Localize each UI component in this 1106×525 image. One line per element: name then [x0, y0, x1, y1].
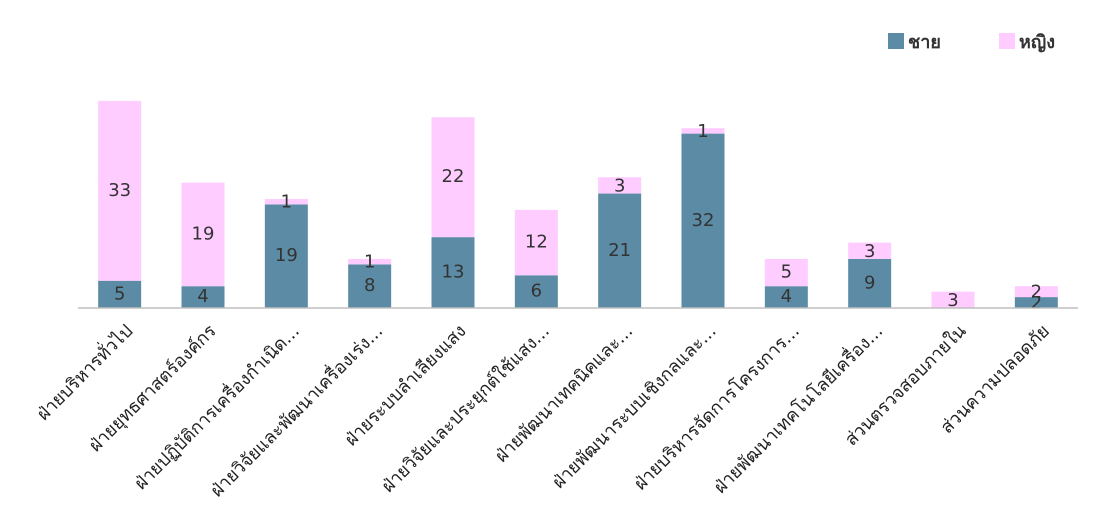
- bar-female: [848, 242, 892, 259]
- data-label: 4: [781, 286, 792, 307]
- legend-swatch: [999, 33, 1015, 49]
- data-label: 12: [525, 232, 548, 253]
- x-tick-label: ฝ่ายวิจัยและพัฒนาเครื่องเร่ง...: [204, 319, 387, 502]
- data-label: 13: [442, 262, 465, 283]
- bar-female: [514, 209, 558, 276]
- legend-swatch: [888, 33, 904, 49]
- data-label: 5: [781, 262, 792, 283]
- x-tick-label: ฝ่ายพัฒนาเทคโนโลยีเครื่อง...: [708, 319, 887, 498]
- data-label: 21: [608, 240, 631, 261]
- data-label: 6: [531, 281, 542, 302]
- data-label: 1: [364, 252, 375, 273]
- data-label: 5: [114, 283, 125, 304]
- bar-male: [764, 286, 808, 308]
- data-label: 4: [197, 286, 208, 307]
- x-tick-labels: ฝ่ายบริหารทั่วไปฝ่ายยุทธศาสตร์องค์กรฝ่าย…: [31, 319, 1054, 502]
- bar-female: [764, 258, 808, 287]
- bar-male: [681, 133, 725, 308]
- data-label: 33: [108, 180, 131, 201]
- bar-female: [348, 258, 392, 265]
- data-label: 2: [1031, 293, 1042, 314]
- data-label: 3: [947, 290, 958, 311]
- data-label: 32: [692, 210, 715, 231]
- data-label: 3: [614, 175, 625, 196]
- bar-female: [931, 291, 975, 308]
- data-label: 3: [864, 241, 875, 262]
- legend: ชาย หญิง: [888, 32, 1055, 53]
- bar-male: [98, 280, 142, 308]
- legend-label: ชาย: [908, 32, 941, 53]
- x-tick-label: ฝ่ายพัฒนาเทคนิคและ...: [491, 321, 637, 467]
- bar-female: [264, 199, 308, 205]
- bar-female: [98, 100, 142, 281]
- data-label: 1: [281, 192, 292, 213]
- bar-male: [848, 258, 892, 308]
- data-label: 19: [192, 223, 215, 244]
- bar-male: [431, 237, 475, 308]
- data-label: 22: [442, 166, 465, 187]
- bar-female: [598, 177, 642, 194]
- data-label: 1: [697, 121, 708, 142]
- data-label: 9: [864, 272, 875, 293]
- data-label: 2: [1031, 282, 1042, 303]
- x-tick-label: ฝ่ายบริหารจัดการโครงการ...: [629, 320, 804, 495]
- bar-female: [681, 128, 725, 134]
- bar-female: [431, 117, 475, 238]
- bar-male: [264, 204, 308, 308]
- bar-male: [181, 286, 225, 308]
- bar-male: [1014, 297, 1058, 308]
- legend-label: หญิง: [1019, 32, 1055, 53]
- bar-male: [348, 264, 392, 308]
- x-tick-label: ฝ่ายปฏิบัติการเครื่องกำเนิด...: [128, 319, 304, 495]
- x-tick-label: ฝ่ายพัฒนาระบบเชิงกลและ...: [548, 321, 720, 493]
- data-label: 8: [364, 275, 375, 296]
- x-tick-label: ฝ่ายวิจัยและประยุกต์ใช้แสง...: [377, 320, 554, 497]
- bar-female: [181, 182, 225, 287]
- bar-male: [598, 193, 642, 308]
- data-label: 19: [275, 245, 298, 266]
- bar-female: [1014, 286, 1058, 298]
- bar-male: [514, 275, 558, 308]
